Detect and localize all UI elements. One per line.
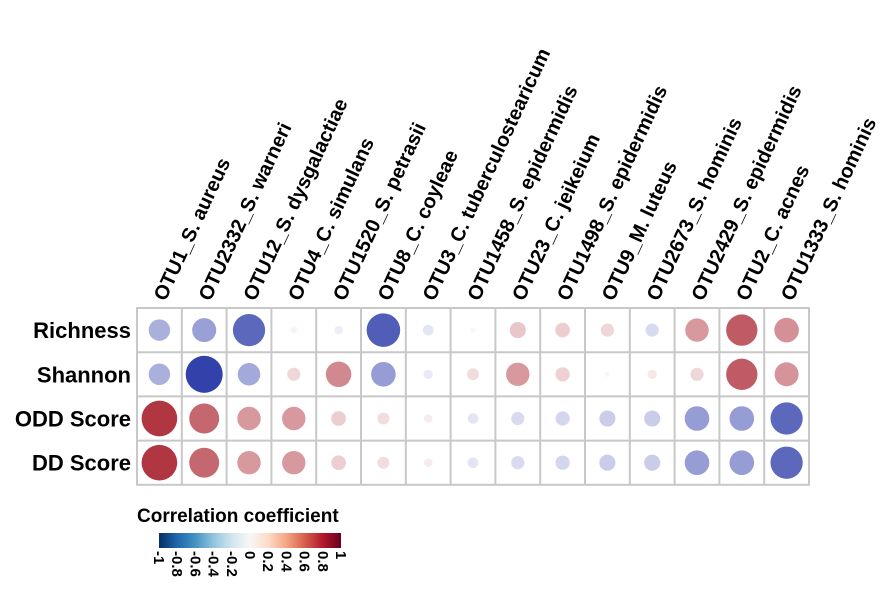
- correlation-dot: [770, 402, 803, 435]
- legend-tick-label: -0.4: [205, 551, 222, 578]
- legend-title: Correlation coefficient: [137, 506, 339, 527]
- correlation-dot: [377, 412, 390, 425]
- correlation-dot: [645, 323, 659, 337]
- row-label: Richness: [33, 318, 131, 343]
- correlation-dot: [599, 410, 616, 427]
- correlation-dot: [331, 411, 346, 426]
- correlation-dot: [287, 367, 301, 381]
- correlation-dot: [366, 313, 401, 347]
- correlation-dot: [729, 406, 755, 431]
- correlation-dot: [726, 358, 758, 390]
- correlation-dot: [237, 363, 261, 386]
- correlation-dot: [282, 450, 306, 475]
- correlation-dot: [423, 369, 433, 379]
- correlation-dot: [422, 324, 434, 336]
- correlation-dot: [644, 410, 661, 427]
- legend-colorbar: [159, 533, 341, 548]
- correlation-dot: [331, 455, 346, 471]
- correlation-dot: [684, 450, 710, 476]
- correlation-dot: [141, 444, 178, 481]
- row-label: Shannon: [37, 362, 131, 387]
- correlation-dot: [148, 319, 171, 341]
- correlation-dot: [237, 406, 261, 431]
- correlation-dot: [232, 313, 266, 347]
- correlation-dot: [377, 456, 390, 469]
- legend-tick-label: 0: [241, 551, 258, 559]
- correlation-dot: [599, 454, 616, 471]
- correlation-dot: [325, 361, 352, 388]
- correlation-dot: [555, 367, 570, 382]
- correlation-dot: [467, 413, 479, 424]
- correlation-dot: [726, 314, 758, 346]
- legend-ticks: -1 -0.8 -0.6 -0.4 -0.2 0 0.2 0.4 0.6 0.8 1: [150, 551, 349, 578]
- correlation-dot: [770, 446, 803, 479]
- correlation-dot: [511, 411, 525, 426]
- correlation-dot: [774, 317, 799, 343]
- correlation-dot: [189, 447, 220, 478]
- row-label: ODD Score: [15, 407, 131, 432]
- correlation-dot: [282, 406, 306, 431]
- correlation-dot: [423, 458, 433, 467]
- correlation-dot: [511, 456, 525, 470]
- correlation-dot: [371, 361, 396, 387]
- correlation-dot: [185, 355, 223, 393]
- correlation-dot: [334, 325, 343, 335]
- correlation-dot: [423, 414, 433, 423]
- legend-tick-label: -0.8: [168, 551, 185, 577]
- correlation-dot: [647, 369, 657, 379]
- correlation-dot: [466, 368, 480, 381]
- correlation-dot: [506, 362, 530, 387]
- correlation-dot: [729, 450, 755, 476]
- correlation-dot: [555, 322, 570, 338]
- correlation-dot: [600, 323, 614, 337]
- correlation-dot: [290, 326, 298, 334]
- correlation-dot: [467, 457, 479, 469]
- legend-tick-label: 0.6: [296, 551, 313, 572]
- legend-tick-label: 0.2: [259, 551, 276, 572]
- correlation-dot: [690, 367, 704, 381]
- row-label: DD Score: [32, 451, 131, 476]
- correlation-dot: [644, 454, 661, 471]
- correlation-dot: [148, 363, 171, 386]
- correlation-dot: [141, 400, 178, 437]
- row-labels: Richness Shannon ODD Score DD Score: [15, 318, 131, 476]
- legend-tick-label: 0.8: [314, 551, 331, 572]
- correlation-grid: [136, 307, 810, 486]
- correlation-dot: [509, 322, 526, 339]
- legend-tick-label: 0.4: [277, 551, 294, 573]
- correlation-dot: [774, 362, 799, 387]
- correlation-dot: [604, 371, 611, 377]
- legend-tick-label: -1: [150, 551, 167, 564]
- legend-tick-label: -0.2: [223, 551, 240, 577]
- legend: Correlation coefficient -1 -0.8 -0.6 -0.4 -0…: [137, 506, 349, 578]
- correlation-dot: [685, 318, 709, 342]
- correlation-dot: [470, 327, 476, 333]
- correlation-dot: [555, 411, 570, 426]
- correlation-dot: [237, 450, 261, 475]
- legend-tick-label: -0.6: [186, 551, 203, 577]
- correlation-dot: [684, 406, 710, 431]
- legend-tick-label: 1: [332, 551, 349, 559]
- correlation-dot: [189, 403, 220, 434]
- correlation-dot: [555, 455, 570, 470]
- correlation-dot: [192, 318, 217, 343]
